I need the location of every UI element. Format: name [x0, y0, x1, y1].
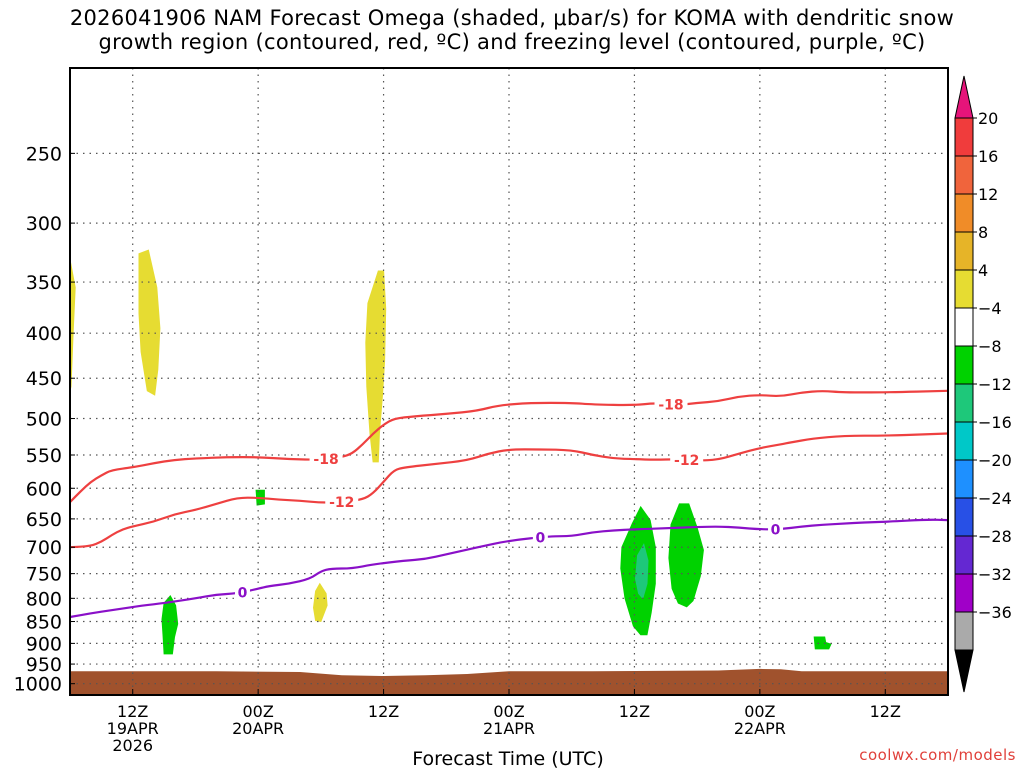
colorbar-label-7: −12: [978, 375, 1012, 394]
omega-minus4-e: [813, 636, 832, 650]
contour-label-dgz-minus12-1: -12: [674, 453, 699, 469]
colorbar-swatch-13: [954, 611, 974, 651]
x-tick-label-48-2: 21APR: [483, 719, 535, 738]
contour-label-bg-dgz-minus12-1: [670, 451, 704, 468]
colorbar-label-11: −28: [978, 527, 1012, 546]
contour-layer: -18 -18 -12 -12 0 0 0: [69, 389, 949, 619]
colorbar-swatch-10: [954, 497, 974, 537]
contour-label-bg-freezing-level-0-2: [768, 521, 784, 538]
y-tick-label-850: 850: [26, 612, 62, 634]
chart-title: 2026041906 NAM Forecast Omega (shaded, μ…: [0, 6, 1024, 54]
x-tick-label-12-2: 19APR: [107, 719, 159, 738]
chart-title-line2: growth region (contoured, red, ºC) and f…: [98, 30, 926, 54]
contour-label-bg-dgz-minus12-0: [325, 494, 359, 511]
y-tick-label-700: 700: [26, 537, 62, 559]
y-tick-label-400: 400: [26, 323, 62, 345]
colorbar-swatch-4: [954, 269, 974, 309]
contour-label-dgz-minus12-0: -12: [329, 495, 354, 511]
omega-plus4-d: [312, 582, 328, 623]
colorbar-swatch-7: [954, 383, 974, 423]
x-tick-label-72-1: 00Z: [744, 702, 775, 721]
watermark: coolwx.com/models: [859, 746, 1016, 764]
contour-label-dgz-minus18-1: -18: [658, 398, 683, 414]
colorbar-label-2: 12: [978, 185, 998, 204]
contour-dgz-minus12: [69, 432, 949, 549]
colorbar-swatch-2: [954, 193, 974, 233]
contour-freezing-level-0: [69, 518, 949, 619]
grid-layer: [70, 68, 948, 695]
colorbar-swatch-9: [954, 459, 974, 499]
x-tick-label-24-1: 00Z: [242, 702, 273, 721]
omega-plus4-b: [138, 249, 161, 396]
y-tick-label-950: 950: [26, 654, 62, 676]
x-tick-label-24-2: 20APR: [232, 719, 284, 738]
colorbar-swatch-3: [954, 231, 974, 271]
y-tick-label-350: 350: [26, 272, 62, 294]
colorbar-label-8: −16: [978, 413, 1012, 432]
y-tick-label-600: 600: [26, 478, 62, 500]
x-tick-label-36-1: 12Z: [368, 702, 399, 721]
colorbar-swatch-5: [954, 307, 974, 347]
colorbar-bottom-arrow: [954, 649, 974, 693]
x-tick-label-60-1: 12Z: [619, 702, 650, 721]
contour-label-freezing-level-0-2: 0: [771, 522, 781, 538]
y-tick-label-900: 900: [26, 633, 62, 655]
colorbar-label-12: −32: [978, 565, 1012, 584]
x-axis-label: Forecast Time (UTC): [412, 748, 603, 768]
y-axis: 2503003504004505005506006507007508008509…: [14, 143, 75, 696]
contour-label-freezing-level-0-0: 0: [238, 585, 248, 601]
colorbar-label-3: 8: [978, 223, 988, 242]
y-tick-label-1000: 1000: [14, 674, 62, 696]
colorbar-swatch-1: [954, 155, 974, 195]
x-tick-label-72-2: 22APR: [734, 719, 786, 738]
colorbar-swatch-6: [954, 345, 974, 385]
y-tick-label-500: 500: [26, 409, 62, 431]
colorbar-label-9: −20: [978, 451, 1012, 470]
colorbar-swatch-0: [954, 117, 974, 157]
colorbar-swatch-12: [954, 573, 974, 613]
colorbar-swatch-11: [954, 535, 974, 575]
colorbar-label-0: 20: [978, 109, 998, 128]
colorbar: 20 16 12 8 4 −4 −8 −12 −16 −20 −24 −28 −32 −36: [954, 75, 1012, 693]
contour-label-bg-dgz-minus18-0: [309, 451, 343, 468]
terrain-fill: [70, 668, 948, 695]
colorbar-label-4: 4: [978, 261, 988, 280]
omega-plus4-c: [365, 270, 387, 463]
colorbar-label-13: −36: [978, 603, 1012, 622]
contour-dgz-minus18: [69, 389, 949, 503]
contour-label-bg-freezing-level-0-1: [532, 529, 548, 546]
y-tick-label-250: 250: [26, 143, 62, 165]
y-tick-label-650: 650: [26, 509, 62, 531]
colorbar-label-6: −8: [978, 337, 1002, 356]
y-tick-label-300: 300: [26, 213, 62, 235]
y-tick-label-750: 750: [26, 564, 62, 586]
omega-shading-layer: [69, 249, 832, 655]
colorbar-label-1: 16: [978, 147, 998, 166]
x-tick-label-12-1: 12Z: [117, 702, 148, 721]
colorbar-label-5: −4: [978, 299, 1002, 318]
x-tick-label-48-1: 00Z: [493, 702, 524, 721]
contour-label-bg-dgz-minus18-1: [654, 396, 688, 413]
contour-label-freezing-level-0-1: 0: [535, 530, 545, 546]
contour-label-bg-freezing-level-0-0: [234, 584, 250, 601]
y-tick-label-550: 550: [26, 445, 62, 467]
x-tick-label-12-3: 2026: [112, 736, 153, 755]
omega-minus8-c: [634, 543, 649, 600]
omega-minus4-d: [668, 503, 704, 608]
y-tick-label-450: 450: [26, 368, 62, 390]
colorbar-top-arrow: [954, 75, 974, 119]
chart-title-line1: 2026041906 NAM Forecast Omega (shaded, μ…: [69, 6, 955, 30]
colorbar-swatch-8: [954, 421, 974, 461]
x-tick-label-84-1: 12Z: [870, 702, 901, 721]
terrain-layer: [70, 668, 948, 695]
contour-label-dgz-minus18-0: -18: [313, 452, 338, 468]
omega-minus4-a: [161, 595, 179, 655]
y-tick-label-800: 800: [26, 588, 62, 610]
colorbar-label-10: −24: [978, 489, 1012, 508]
